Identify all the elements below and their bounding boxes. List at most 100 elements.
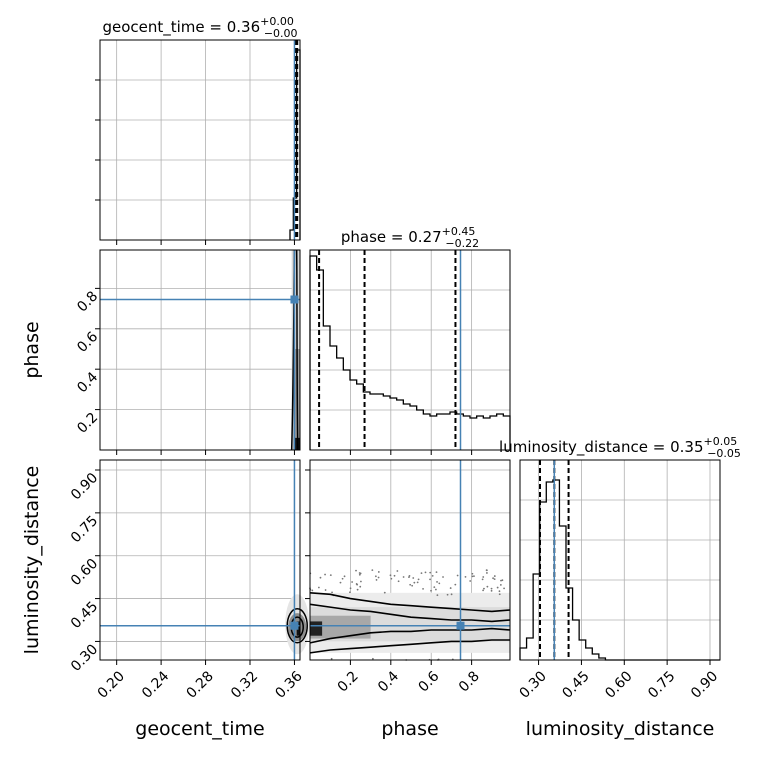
ld-vs-phase-point-121 [409, 583, 412, 586]
ld-vs-phase-point-119 [390, 577, 393, 580]
ld-vs-phase-point-78 [339, 581, 342, 584]
ld-vs-phase-point-132 [402, 576, 405, 578]
geocent-time-title: geocent_time = 0.36+0.00 −0.00 [102, 15, 297, 40]
ld-vs-phase-xtick-label-3: 0.8 [456, 668, 483, 695]
ld-vs-time-xtick-label-4: 0.36 [272, 668, 305, 701]
ld-vs-time-truth-marker [290, 621, 299, 630]
ld-vs-phase-point-55 [371, 569, 374, 572]
ld-vs-phase-point-145 [311, 589, 314, 592]
phase-vs-time-ytick-label-1: 0.4 [74, 369, 101, 396]
phase-vs-time-contour-right [295, 249, 299, 451]
ld-vs-phase-point-166 [496, 586, 499, 589]
ld-vs-phase-point-83 [371, 657, 374, 660]
ld-vs-phase-point-77 [355, 569, 357, 572]
x-axis-label-geocent-time: geocent_time [135, 718, 264, 740]
ld-vs-phase-point-47 [446, 593, 449, 596]
ld-vs-phase-xtick-label-1: 0.4 [375, 668, 402, 695]
ld-vs-phase-point-95 [456, 574, 459, 577]
ld-vs-time-frame [99, 459, 301, 661]
y-axis-label-phase: phase [21, 321, 43, 378]
ld-vs-time-xtick-label-0: 0.20 [95, 668, 128, 701]
ld-vs-phase-point-162 [416, 581, 419, 584]
ld-vs-phase-contour-3 [309, 639, 510, 654]
ld-vs-phase-point-67 [492, 577, 494, 580]
ld-vs-phase-point-87 [469, 580, 472, 582]
ld-vs-time-ytick-label-1: 0.45 [68, 599, 101, 632]
phase-vs-time-truth-marker [290, 295, 299, 304]
phase-vs-time-ytick-label-3: 0.8 [74, 288, 101, 315]
ld-vs-phase-contour-0 [309, 592, 511, 613]
ld-vs-phase-point-122 [482, 576, 485, 578]
ld-vs-phase-point-90 [442, 576, 444, 578]
ld-vs-phase-truth-marker [456, 621, 465, 630]
ld-vs-phase-point-65 [356, 583, 359, 586]
ld-vs-phase-point-123 [490, 589, 493, 592]
ld-hist-xtick-label-3: 0.75 [645, 668, 678, 701]
ld-vs-phase-point-75 [393, 574, 396, 577]
ld-vs-phase-point-13 [420, 572, 423, 575]
ld-vs-phase-point-17 [377, 571, 380, 573]
ld-vs-time-xtick-label-2: 0.28 [184, 668, 217, 701]
ld-vs-phase-point-133 [411, 584, 414, 587]
ld-vs-phase-point-5 [450, 593, 453, 596]
ld-vs-phase-point-64 [349, 587, 352, 590]
ld-vs-phase-point-46 [331, 591, 333, 594]
ld-vs-phase-point-29 [324, 589, 327, 591]
ld-vs-phase-point-137 [454, 583, 457, 586]
ld-vs-phase-point-127 [483, 587, 485, 590]
phase-hist-step [309, 255, 511, 450]
ld-vs-phase-point-143 [317, 586, 320, 589]
ld-vs-phase-point-155 [341, 577, 344, 580]
x-axis-label-luminosity-distance: luminosity_distance [526, 718, 715, 740]
ld-vs-phase-point-160 [482, 589, 484, 592]
ld-vs-phase-point-23 [412, 577, 415, 579]
ld-vs-phase-point-134 [431, 574, 434, 577]
ld-vs-phase-point-1 [351, 581, 354, 583]
ld-vs-time-ytick-label-0: 0.30 [68, 641, 101, 674]
ld-vs-phase-point-94 [377, 576, 380, 579]
ld-vs-time-ytick-label-2: 0.60 [68, 556, 101, 589]
y-axis-label-luminosity-distance: luminosity_distance [21, 466, 43, 655]
ld-vs-phase-point-3 [417, 578, 420, 581]
ld-vs-phase-point-125 [498, 593, 501, 596]
ld-vs-phase-point-57 [349, 591, 351, 594]
ld-vs-phase-density-peak [310, 621, 323, 636]
phase-vs-time-ytick-label-0: 0.2 [74, 410, 101, 437]
ld-vs-phase-point-8 [493, 578, 496, 581]
phase-vs-time-frame [99, 249, 301, 451]
ld-vs-phase-point-53 [433, 586, 436, 588]
ld-vs-phase-point-49 [499, 584, 502, 586]
ld-vs-phase-point-56 [435, 571, 438, 574]
ld-vs-phase-point-42 [422, 587, 424, 590]
ld-vs-phase-point-69 [429, 571, 432, 574]
ld-vs-phase-point-66 [324, 573, 326, 576]
phase-vs-time-ytick-label-2: 0.6 [74, 329, 101, 356]
phase-title: phase = 0.27+0.45 −0.22 [341, 225, 479, 250]
geocent-time-hist-frame [99, 39, 301, 241]
ld-vs-phase-frame [309, 459, 511, 661]
ld-vs-phase-point-52 [486, 585, 489, 588]
ld-vs-phase-point-110 [471, 575, 474, 578]
ld-vs-phase-point-71 [330, 657, 333, 660]
ld-vs-time-xtick-label-3: 0.32 [228, 668, 261, 701]
ld-vs-phase-point-159 [471, 572, 474, 575]
ld-vs-phase-point-135 [501, 579, 504, 582]
ld-vs-phase-point-153 [503, 587, 505, 590]
ld-vs-phase-point-167 [429, 578, 431, 581]
x-axis-label-phase: phase [381, 718, 438, 740]
ld-vs-phase-point-86 [396, 570, 399, 572]
ld-vs-phase-point-152 [473, 575, 475, 578]
ld-vs-phase-point-99 [397, 580, 400, 583]
ld-vs-phase-point-89 [408, 576, 410, 579]
ld-vs-phase-point-148 [358, 573, 361, 576]
ld-vs-time-xtick-label-1: 0.24 [139, 668, 172, 701]
ld-vs-phase-point-32 [486, 572, 488, 574]
ld-vs-phase-point-22 [481, 578, 484, 581]
ld-vs-phase-point-117 [434, 588, 437, 591]
ld-vs-phase-point-37 [356, 588, 359, 591]
ld-vs-phase-point-61 [413, 581, 416, 584]
ld-vs-phase-point-72 [430, 589, 432, 592]
ld-hist-xtick-label-4: 0.90 [688, 668, 721, 701]
